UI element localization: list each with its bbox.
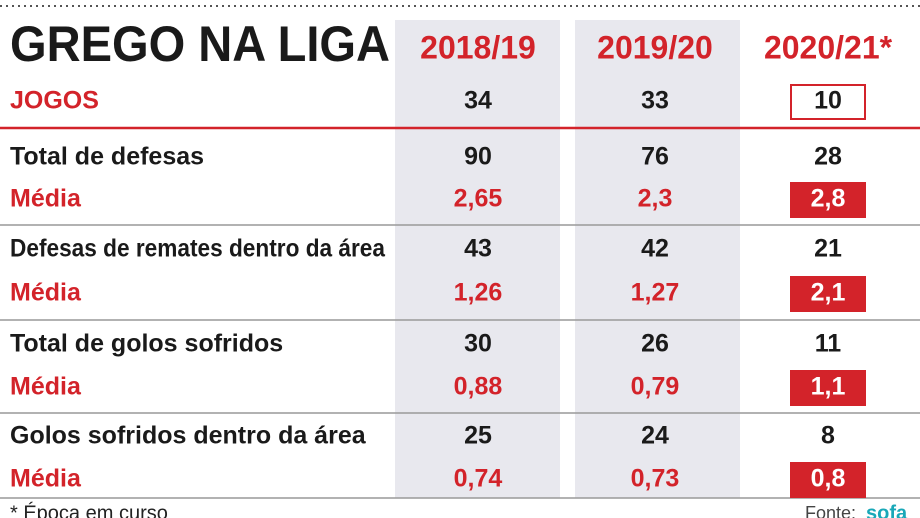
- highlight-box: [790, 182, 866, 218]
- cell-value: 42: [641, 235, 669, 263]
- footnote: * Época em curso: [10, 501, 168, 518]
- column-header: 2018/19: [420, 29, 536, 65]
- column-header: 2019/20: [597, 29, 713, 65]
- cell-value: 90: [464, 143, 492, 171]
- cell-value: 2,65: [454, 185, 503, 213]
- cell-value: 43: [464, 235, 492, 263]
- row-label: Defesas de remates dentro da área: [10, 235, 386, 263]
- cell-value: 34: [464, 87, 492, 115]
- cell-value: 28: [814, 143, 842, 171]
- cell-value: 21: [814, 235, 842, 263]
- cell-value: 2,3: [638, 185, 673, 213]
- cell-value: 2,8: [811, 185, 846, 213]
- row-label: Total de defesas: [10, 143, 204, 171]
- column-shade: [395, 20, 560, 498]
- row-label: Golos sofridos dentro da área: [10, 422, 367, 450]
- cell-value: 25: [464, 422, 492, 450]
- row-label: Média: [10, 185, 82, 213]
- title: GREGO NA LIGA: [10, 16, 390, 72]
- row-label: Média: [10, 279, 82, 307]
- row-label: Média: [10, 465, 82, 493]
- cell-value: 0,74: [454, 465, 503, 493]
- column-header: 2020/21*: [764, 29, 893, 65]
- highlight-box: [790, 462, 866, 498]
- highlight-box: [790, 370, 866, 406]
- cell-value: 11: [815, 330, 842, 358]
- cell-value: 76: [641, 143, 669, 171]
- row-label: Média: [10, 373, 82, 401]
- cell-value: 0,73: [631, 465, 680, 493]
- cell-value: 0,88: [454, 373, 503, 401]
- source-brand: sofa: [866, 502, 908, 518]
- cell-value: 8: [821, 422, 835, 450]
- outline-box: [790, 84, 866, 120]
- cell-value: 26: [641, 330, 669, 358]
- column-shade: [575, 20, 740, 498]
- cell-value: 10: [814, 87, 842, 115]
- cell-value: 0,79: [631, 373, 680, 401]
- cell-value: 30: [464, 330, 492, 358]
- row-label: JOGOS: [10, 87, 99, 115]
- source-label: Fonte:: [805, 503, 856, 518]
- cell-value: 1,27: [631, 279, 680, 307]
- cell-value: 33: [641, 87, 669, 115]
- cell-value: 1,26: [454, 279, 503, 307]
- cell-value: 2,1: [811, 279, 846, 307]
- cell-value: 0,8: [811, 465, 846, 493]
- row-label: Total de golos sofridos: [10, 330, 283, 358]
- highlight-box: [790, 276, 866, 312]
- cell-value: 1,1: [811, 373, 846, 401]
- cell-value: 24: [641, 422, 669, 450]
